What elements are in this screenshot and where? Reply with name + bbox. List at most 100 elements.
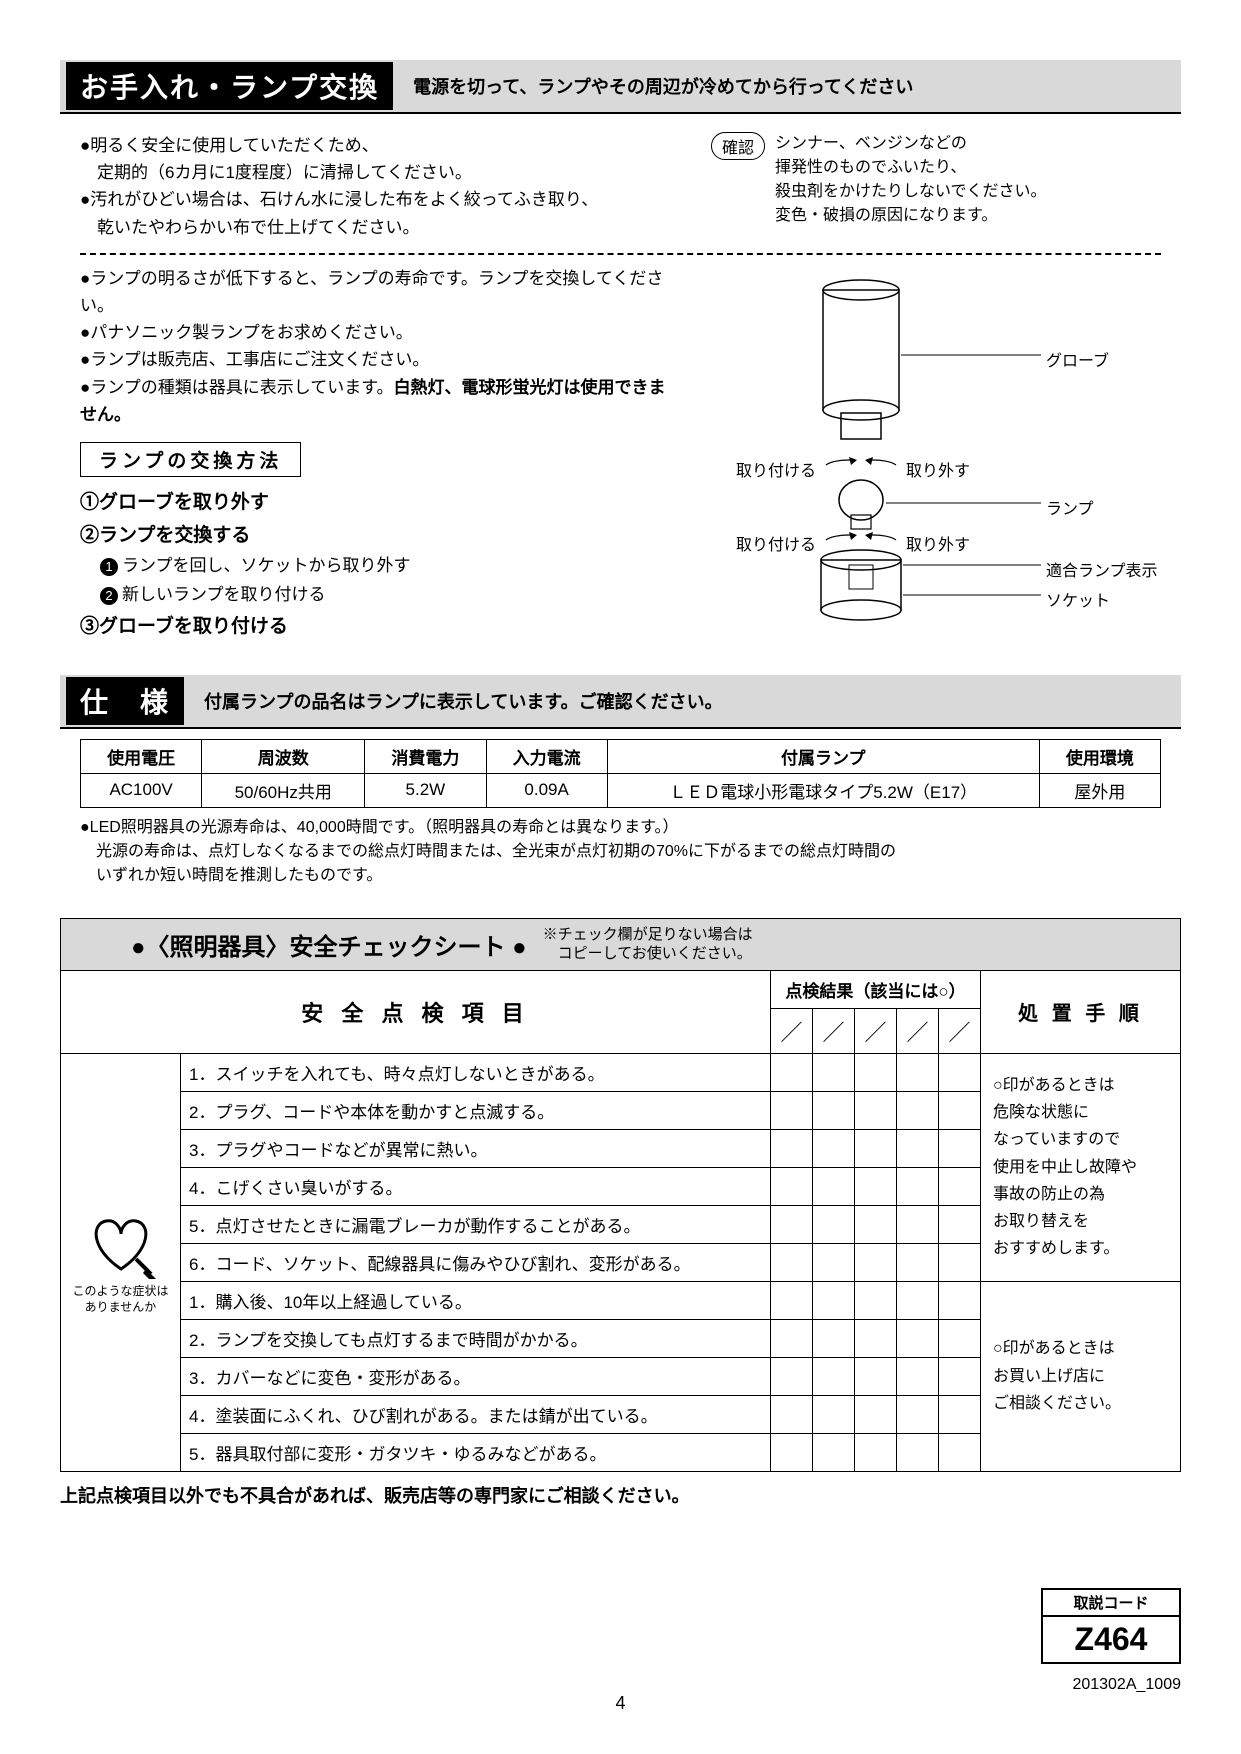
check-cell[interactable] [939,1205,981,1243]
check-cell[interactable] [939,1433,981,1471]
check-cell[interactable] [813,1319,855,1357]
check-cell[interactable] [939,1091,981,1129]
check-cell[interactable] [771,1243,813,1281]
spec-table-wrap: 使用電圧 周波数 消費電力 入力電流 付属ランプ 使用環境 AC100V 50/… [60,739,1181,808]
spec-v-3: 0.09A [486,773,607,807]
check-cell[interactable] [939,1129,981,1167]
bullet-top-1: ●汚れがひどい場合は、石けん水に浸した布をよく絞ってふき取り、 乾いたやわらかい… [80,186,671,240]
slash-1: ／ [813,1008,855,1053]
check-cell[interactable] [771,1053,813,1091]
check-cell[interactable] [813,1205,855,1243]
check-cell[interactable] [939,1243,981,1281]
heart-caption: このような症状は ありませんか [69,1284,172,1315]
check-cell[interactable] [813,1167,855,1205]
spec-table: 使用電圧 周波数 消費電力 入力電流 付属ランプ 使用環境 AC100V 50/… [80,739,1161,808]
check-cell[interactable] [855,1205,897,1243]
step-2b: 2新しいランプを取り付ける [100,580,681,605]
step-2a-text: ランプを回し、ソケットから取り外す [122,556,411,575]
check-cell[interactable] [939,1281,981,1319]
spec-v-5: 屋外用 [1039,773,1160,807]
check-cell[interactable] [939,1395,981,1433]
label-attach-2: 取り付ける [736,531,816,555]
step-2a: 1ランプを回し、ソケットから取り外す [100,551,681,576]
check-cell[interactable] [855,1433,897,1471]
check-cell[interactable] [939,1167,981,1205]
check-cell[interactable] [813,1129,855,1167]
spec-v-0: AC100V [81,773,202,807]
check-cell[interactable] [771,1357,813,1395]
action-2: ○印があるときは お買い上げ店に ご相談ください。 [981,1281,1181,1471]
g1-1: 2．プラグ、コードや本体を動かすと点滅する。 [181,1091,771,1129]
check-cell[interactable] [771,1319,813,1357]
section2-subtitle: 付属ランプの品名はランプに表示しています。ご確認ください。 [204,688,723,714]
check-cell[interactable] [897,1281,939,1319]
check-cell[interactable] [855,1053,897,1091]
check-cell[interactable] [897,1091,939,1129]
check-cell[interactable] [897,1433,939,1471]
check-cell[interactable] [939,1319,981,1357]
check-cell[interactable] [771,1167,813,1205]
check-cell[interactable] [771,1205,813,1243]
code-box: 取説コード Z464 [1041,1588,1181,1664]
check-cell[interactable] [771,1091,813,1129]
check-cell[interactable] [813,1053,855,1091]
check-cell[interactable] [897,1319,939,1357]
check-cell[interactable] [855,1319,897,1357]
check-cell[interactable] [897,1167,939,1205]
bullet-last-prefix: ●ランプの種類は器具に表示しています。 [80,378,394,397]
col-items: 安 全 点 検 項 目 [61,970,771,1053]
section1-lower: ●ランプの明るさが低下すると、ランプの寿命です。ランプを交換してください。 ●パ… [60,265,1181,645]
check-cell[interactable] [855,1357,897,1395]
g1-3: 4．こげくさい臭いがする。 [181,1167,771,1205]
slash-4: ／ [939,1008,981,1053]
g2-1: 2．ランプを交換しても点灯するまで時間がかかる。 [181,1319,771,1357]
slash-0: ／ [771,1008,813,1053]
section2-title-bar: 仕 様 付属ランプの品名はランプに表示しています。ご確認ください。 [60,675,1181,729]
check-cell[interactable] [897,1053,939,1091]
check-cell[interactable] [813,1395,855,1433]
slash-2: ／ [855,1008,897,1053]
check-cell[interactable] [813,1091,855,1129]
section1-lower-left: ●ランプの明るさが低下すると、ランプの寿命です。ランプを交換してください。 ●パ… [80,265,681,645]
check-cell[interactable] [855,1395,897,1433]
check-cell[interactable] [897,1129,939,1167]
check-cell[interactable] [771,1281,813,1319]
check-cell[interactable] [855,1167,897,1205]
section3-title: ●〈照明器具〉安全チェックシート ● [131,927,527,962]
check-cell[interactable] [897,1205,939,1243]
section1-body: ●明るく安全に使用していただくため、 定期的（6カ月に1度程度）に清掃してくださ… [60,132,1181,241]
check-cell[interactable] [897,1395,939,1433]
section1-title-bar: お手入れ・ランプ交換 電源を切って、ランプやその周辺が冷めてから行ってください [60,60,1181,114]
check-cell[interactable] [939,1053,981,1091]
check-cell[interactable] [855,1243,897,1281]
step-2: ②ランプを交換する [80,520,681,547]
num-1-icon: 1 [100,558,118,576]
check-cell[interactable] [771,1395,813,1433]
check-table: 安 全 点 検 項 目 点検結果（該当には○） 処 置 手 順 ／ ／ ／ ／ … [60,970,1181,1472]
slash-3: ／ [897,1008,939,1053]
label-remove-2: 取り外す [906,531,970,555]
spec-note-0: ●LED照明器具の光源寿命は、40,000時間です。（照明器具の寿命とは異なりま… [80,816,1161,840]
check-cell[interactable] [939,1357,981,1395]
check-cell[interactable] [897,1243,939,1281]
spec-v-1: 50/60Hz共用 [202,773,365,807]
check-cell[interactable] [855,1091,897,1129]
heart-icon [81,1209,161,1279]
g2-4: 5．器具取付部に変形・ガタツキ・ゆるみなどがある。 [181,1433,771,1471]
check-cell[interactable] [813,1433,855,1471]
check-cell[interactable] [855,1281,897,1319]
check-cell[interactable] [771,1433,813,1471]
heart-cell: このような症状は ありませんか [61,1053,181,1471]
check-cell[interactable] [855,1129,897,1167]
check-cell[interactable] [897,1357,939,1395]
g2-2: 3．カバーなどに変色・変形がある。 [181,1357,771,1395]
check-cell[interactable] [813,1357,855,1395]
bullet-bot-2: ●ランプは販売店、工事店にご注文ください。 [80,346,681,373]
label-remove-1: 取り外す [906,457,970,481]
check-cell[interactable] [813,1243,855,1281]
check-cell[interactable] [771,1129,813,1167]
spec-h-1: 周波数 [202,739,365,773]
check-cell[interactable] [813,1281,855,1319]
step-3: ③グローブを取り付ける [80,611,681,638]
spec-v-2: 5.2W [365,773,486,807]
